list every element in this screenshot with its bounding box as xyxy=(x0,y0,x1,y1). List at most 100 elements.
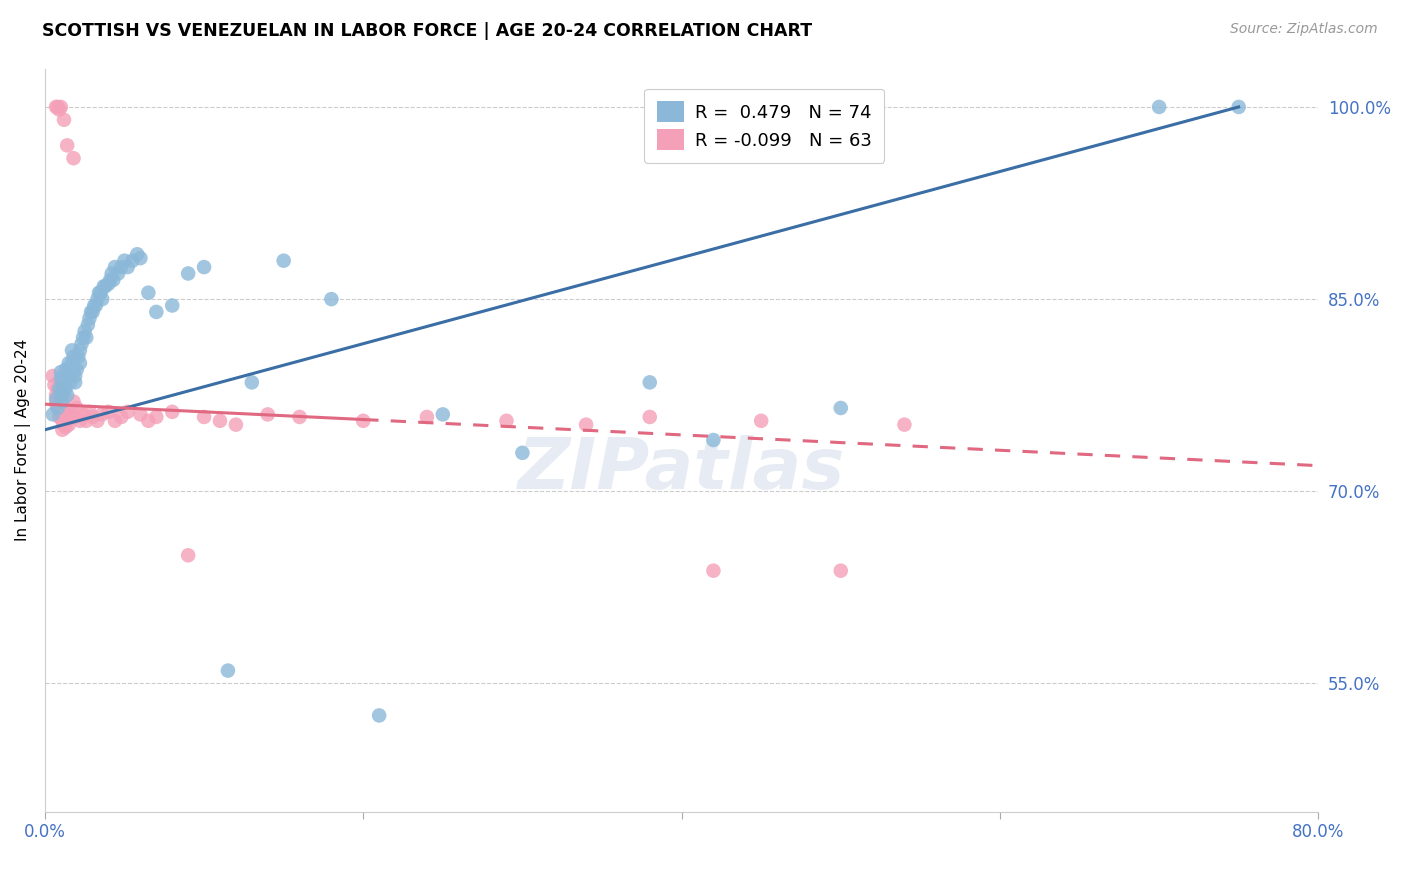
Point xyxy=(110,409,132,424)
Point xyxy=(49,397,72,411)
Point xyxy=(55,382,77,396)
Point xyxy=(368,708,391,723)
Point xyxy=(56,138,79,153)
Point xyxy=(702,564,724,578)
Point xyxy=(104,414,127,428)
Point xyxy=(76,318,98,332)
Point xyxy=(575,417,598,432)
Point xyxy=(80,305,103,319)
Point xyxy=(72,330,94,344)
Point xyxy=(830,564,852,578)
Point xyxy=(75,330,97,344)
Point xyxy=(100,267,122,281)
Point xyxy=(208,414,231,428)
Point xyxy=(177,267,200,281)
Text: SCOTTISH VS VENEZUELAN IN LABOR FORCE | AGE 20-24 CORRELATION CHART: SCOTTISH VS VENEZUELAN IN LABOR FORCE | … xyxy=(42,22,813,40)
Point xyxy=(51,414,73,428)
Point xyxy=(512,446,534,460)
Point xyxy=(830,401,852,415)
Point xyxy=(117,260,139,274)
Point xyxy=(91,408,114,422)
Point xyxy=(53,417,76,432)
Point xyxy=(66,362,89,376)
Point xyxy=(62,151,84,165)
Point xyxy=(66,401,89,415)
Point xyxy=(145,305,167,319)
Point xyxy=(59,376,82,390)
Point xyxy=(49,388,72,402)
Point xyxy=(58,417,80,432)
Point xyxy=(62,362,84,376)
Point xyxy=(240,376,263,390)
Point xyxy=(72,408,94,422)
Point xyxy=(638,409,661,424)
Point xyxy=(193,260,215,274)
Point xyxy=(58,368,80,383)
Point xyxy=(55,420,77,434)
Point xyxy=(217,664,239,678)
Point xyxy=(69,414,91,428)
Point xyxy=(59,409,82,424)
Point xyxy=(49,365,72,379)
Point xyxy=(63,368,86,383)
Point xyxy=(60,405,83,419)
Point xyxy=(69,356,91,370)
Point xyxy=(352,414,374,428)
Point xyxy=(79,405,101,419)
Point xyxy=(69,343,91,358)
Point xyxy=(46,382,69,396)
Point xyxy=(702,433,724,447)
Point xyxy=(56,388,79,402)
Point xyxy=(138,285,160,300)
Point xyxy=(42,408,65,422)
Point xyxy=(97,277,120,291)
Point xyxy=(48,103,70,117)
Point xyxy=(121,253,143,268)
Point xyxy=(58,356,80,370)
Point xyxy=(273,253,295,268)
Point xyxy=(67,350,90,364)
Point xyxy=(45,397,67,411)
Point xyxy=(60,356,83,370)
Point xyxy=(160,298,183,312)
Point xyxy=(42,368,65,383)
Point xyxy=(104,260,127,274)
Point xyxy=(288,409,311,424)
Point xyxy=(416,409,439,424)
Point xyxy=(49,388,72,402)
Legend: R =  0.479   N = 74, R = -0.099   N = 63: R = 0.479 N = 74, R = -0.099 N = 63 xyxy=(644,88,884,163)
Point xyxy=(59,362,82,376)
Point xyxy=(98,273,121,287)
Point xyxy=(55,409,77,424)
Point xyxy=(97,405,120,419)
Point xyxy=(70,337,93,351)
Point xyxy=(53,112,76,127)
Point xyxy=(177,549,200,563)
Point xyxy=(114,253,136,268)
Y-axis label: In Labor Force | Age 20-24: In Labor Force | Age 20-24 xyxy=(15,339,31,541)
Point xyxy=(495,414,517,428)
Point xyxy=(56,405,79,419)
Point xyxy=(82,409,104,424)
Point xyxy=(56,368,79,383)
Point xyxy=(84,298,107,312)
Point xyxy=(60,343,83,358)
Point xyxy=(94,279,117,293)
Point xyxy=(75,414,97,428)
Point xyxy=(129,408,152,422)
Point xyxy=(103,273,125,287)
Point xyxy=(56,414,79,428)
Point xyxy=(91,292,114,306)
Point xyxy=(44,378,66,392)
Point xyxy=(51,423,73,437)
Point xyxy=(46,100,69,114)
Point xyxy=(49,408,72,422)
Point xyxy=(127,247,149,261)
Point xyxy=(45,392,67,406)
Point xyxy=(48,401,70,415)
Point xyxy=(893,417,915,432)
Point xyxy=(49,371,72,385)
Point xyxy=(117,405,139,419)
Point xyxy=(62,394,84,409)
Point xyxy=(51,394,73,409)
